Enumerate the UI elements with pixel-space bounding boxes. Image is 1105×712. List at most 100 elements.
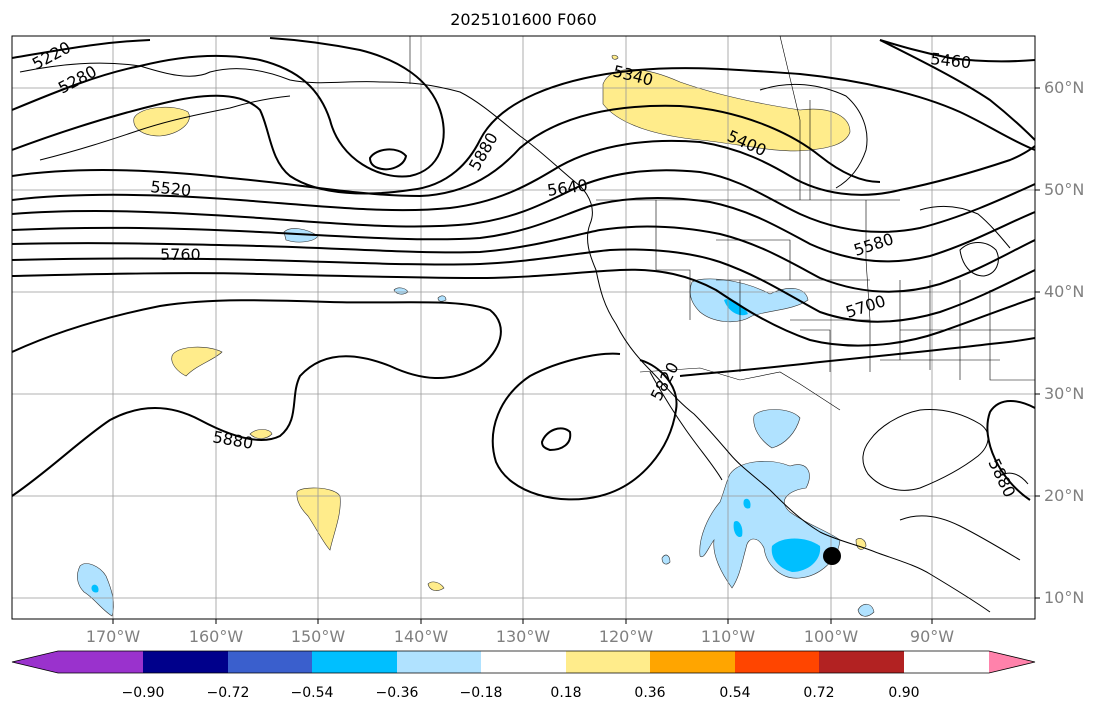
colorbar-segment [566, 651, 650, 673]
positive-shade-area [855, 538, 867, 550]
contour-label: 5460 [930, 49, 972, 72]
lon-label: 150°W [291, 627, 346, 646]
negative-shade-area [857, 603, 875, 617]
border [655, 200, 691, 320]
colorbar-tick-label: −0.36 [376, 685, 419, 701]
height-contour [12, 37, 445, 178]
strong-negative-shade-area [771, 538, 821, 572]
height-contour [12, 268, 1035, 347]
strong-negative-shade-area [91, 584, 99, 593]
negative-shade-area [689, 278, 809, 323]
strong-negative-shade-area [724, 298, 748, 316]
lon-label: 100°W [804, 627, 859, 646]
coastline [19, 62, 991, 613]
colorbar-segment [481, 651, 566, 673]
colorbar-tick-label: −0.90 [122, 685, 165, 701]
height-contour [879, 39, 1035, 141]
contour-label: 5760 [160, 245, 201, 264]
coastline [39, 95, 291, 161]
colorbar-tick-label: −0.72 [207, 685, 250, 701]
colorbar-tick-label: 0.90 [888, 685, 919, 701]
negative-shade-area [661, 554, 671, 565]
lat-label: 60°N [1044, 78, 1084, 97]
colorbar-extend-high [989, 651, 1035, 673]
strong-negative-shading [91, 298, 821, 593]
height-contour [12, 39, 151, 59]
lon-label: 90°W [910, 627, 954, 646]
colorbar [11, 650, 1036, 674]
lon-label: 140°W [394, 627, 449, 646]
lon-label: 160°W [189, 627, 244, 646]
coastline [649, 371, 723, 481]
lon-label: 110°W [701, 627, 756, 646]
map-background [12, 36, 1035, 619]
lon-label: 120°W [599, 627, 654, 646]
lat-label: 30°N [1044, 384, 1084, 403]
coastline [862, 409, 989, 491]
colorbar-segment [228, 651, 312, 673]
colorbar-tick-label: −0.54 [291, 685, 334, 701]
border [880, 329, 1035, 361]
negative-shade-area [437, 295, 447, 302]
positive-anomaly-shading [133, 54, 867, 591]
coastline [899, 515, 1021, 561]
colorbar-tick-label: 0.54 [719, 685, 750, 701]
lat-label: 50°N [1044, 180, 1084, 199]
longitude-labels: 170°W 160°W 150°W 140°W 130°W 120°W 110°… [86, 627, 954, 646]
colorbar-segment [143, 651, 228, 673]
height-contour [368, 148, 408, 171]
height-contour [12, 67, 1035, 195]
border [639, 367, 841, 411]
height-contour [679, 337, 1035, 377]
colorbar-segment [650, 651, 735, 673]
coastline [999, 472, 1029, 485]
map-title: 2025101600 F060 [450, 10, 597, 29]
positive-shade-area [249, 429, 273, 439]
strong-negative-shade-area [743, 498, 751, 509]
contour-label: 5520 [150, 177, 192, 200]
coastline [759, 83, 868, 189]
colorbar-tick-label: 0.18 [550, 685, 581, 701]
height-contour [12, 248, 1035, 323]
height-contour [879, 39, 1035, 63]
strong-negative-shade-area [733, 520, 743, 538]
coastline [919, 206, 1011, 249]
height-contour [12, 196, 1035, 263]
lon-label: 130°W [496, 627, 551, 646]
colorbar-outline [11, 650, 1036, 674]
colorbar-tick-label: −0.18 [460, 685, 503, 701]
height-contour [986, 400, 1035, 501]
height-contour [12, 299, 502, 497]
lat-label: 10°N [1044, 588, 1084, 607]
height-contour [12, 104, 881, 198]
positive-shade-area [133, 106, 190, 137]
height-contour [12, 139, 1035, 212]
lat-label: 40°N [1044, 282, 1084, 301]
colorbar-segment [58, 651, 143, 673]
lat-label: 20°N [1044, 486, 1084, 505]
positive-shade-area [296, 487, 341, 551]
negative-shade-area [753, 409, 801, 449]
positive-shade-area [611, 54, 619, 60]
coastlines [19, 62, 1029, 613]
black-dot-marker [823, 547, 841, 565]
colorbar-tick-label: 0.72 [803, 685, 834, 701]
graticule [12, 36, 1035, 619]
latitude-labels: 60°N 50°N 40°N 30°N 20°N 10°N [1044, 78, 1084, 607]
height-contour [540, 427, 572, 452]
border [716, 239, 791, 281]
colorbar-tick-label: 0.36 [634, 685, 665, 701]
colorbar-segment [819, 651, 904, 673]
colorbar-segment [312, 651, 397, 673]
positive-shade-area [427, 581, 445, 591]
positive-shade-area [602, 69, 851, 152]
lon-label: 170°W [86, 627, 141, 646]
height-contour [491, 352, 678, 501]
coastline [959, 242, 999, 277]
colorbar-extend-low [12, 651, 58, 673]
colorbar-segment [735, 651, 819, 673]
height-contour [12, 225, 1035, 293]
height-contours [12, 37, 1035, 501]
colorbar-tick-labels: −0.90 −0.72 −0.54 −0.36 −0.18 0.18 0.36 … [122, 685, 920, 701]
